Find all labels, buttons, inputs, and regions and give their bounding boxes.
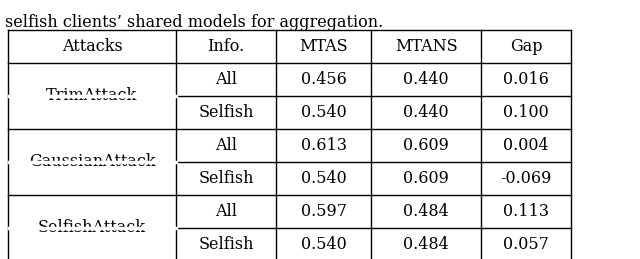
Text: 0.100: 0.100 bbox=[503, 104, 549, 121]
Text: 0.613: 0.613 bbox=[301, 137, 346, 154]
Text: 0.004: 0.004 bbox=[503, 137, 549, 154]
Text: Info.: Info. bbox=[207, 38, 244, 55]
Text: 0.440: 0.440 bbox=[403, 104, 449, 121]
Text: Attacks: Attacks bbox=[61, 38, 122, 55]
Text: Selfish: Selfish bbox=[198, 170, 253, 187]
Text: 0.540: 0.540 bbox=[301, 170, 346, 187]
Text: SelfishAttack: SelfishAttack bbox=[38, 219, 146, 236]
Text: 0.016: 0.016 bbox=[503, 71, 549, 88]
Text: All: All bbox=[215, 137, 237, 154]
Text: 0.609: 0.609 bbox=[403, 137, 449, 154]
Text: 0.597: 0.597 bbox=[301, 203, 346, 220]
Text: 0.440: 0.440 bbox=[403, 71, 449, 88]
Text: 0.484: 0.484 bbox=[403, 203, 449, 220]
Text: 0.540: 0.540 bbox=[301, 236, 346, 253]
Text: 0.484: 0.484 bbox=[403, 236, 449, 253]
Text: -0.069: -0.069 bbox=[500, 170, 552, 187]
Text: selfish clients’ shared models for aggregation.: selfish clients’ shared models for aggre… bbox=[5, 14, 383, 31]
Text: Selfish: Selfish bbox=[198, 236, 253, 253]
Text: GaussianAttack: GaussianAttack bbox=[29, 154, 156, 170]
Text: TrimAttack: TrimAttack bbox=[46, 88, 138, 104]
Text: 0.057: 0.057 bbox=[503, 236, 549, 253]
Text: Selfish: Selfish bbox=[198, 104, 253, 121]
Text: 0.113: 0.113 bbox=[503, 203, 549, 220]
Text: 0.609: 0.609 bbox=[403, 170, 449, 187]
Text: 0.540: 0.540 bbox=[301, 104, 346, 121]
Text: MTANS: MTANS bbox=[395, 38, 458, 55]
Text: All: All bbox=[215, 71, 237, 88]
Text: 0.456: 0.456 bbox=[301, 71, 346, 88]
Text: All: All bbox=[215, 203, 237, 220]
Text: Gap: Gap bbox=[509, 38, 542, 55]
Text: MTAS: MTAS bbox=[299, 38, 348, 55]
